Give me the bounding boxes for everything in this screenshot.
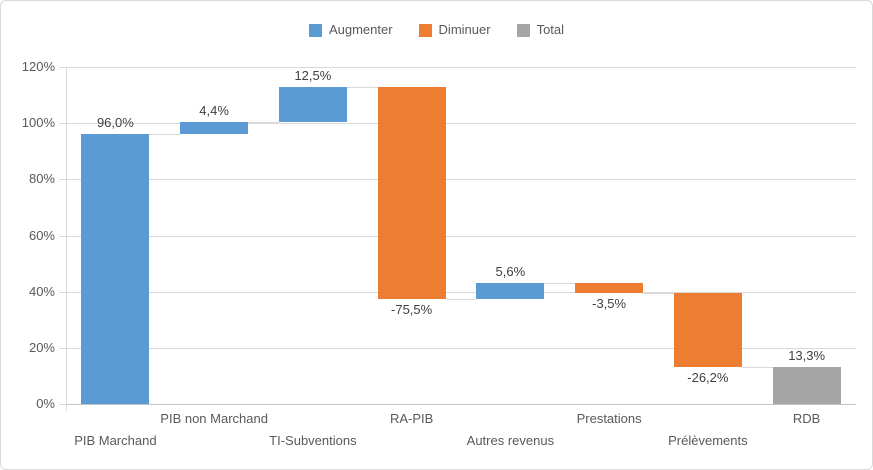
bar-pib-marchand[interactable]	[81, 134, 150, 404]
chart-legend: Augmenter Diminuer Total	[1, 21, 872, 39]
y-axis-tick	[59, 348, 66, 349]
connector-line	[643, 293, 674, 295]
bar-autres-revenus[interactable]	[476, 283, 545, 299]
category-label-pib-marchand: PIB Marchand	[74, 433, 157, 448]
value-label-autres-revenus: 5,6%	[495, 264, 526, 280]
legend-label-total: Total	[536, 22, 565, 37]
legend-item-augmenter[interactable]: Augmenter	[308, 22, 393, 38]
y-axis-tick-label: 40%	[28, 284, 55, 299]
legend-item-diminuer[interactable]: Diminuer	[418, 22, 491, 38]
gridline	[66, 67, 856, 68]
category-label-rdb: RDB	[792, 411, 821, 426]
y-axis-tick	[59, 236, 66, 237]
bar-rdb[interactable]	[772, 366, 841, 404]
y-axis-tick	[59, 67, 66, 68]
y-axis-tick-label: 80%	[28, 171, 55, 186]
connector-line	[346, 86, 378, 88]
connector-line	[544, 283, 576, 285]
gridline	[66, 404, 856, 405]
connector-line	[741, 366, 773, 368]
legend-swatch-total-icon	[516, 23, 530, 37]
legend-item-total[interactable]: Total	[516, 22, 565, 38]
value-label-pib-non-marchand: 4,4%	[199, 103, 229, 118]
legend-swatch-increase-icon	[308, 23, 322, 37]
gridline	[66, 292, 856, 293]
connector-line	[445, 299, 477, 300]
value-label-ra-pib: -75,5%	[391, 302, 433, 317]
category-label-ti-subventions: TI-Subventions	[269, 433, 357, 448]
y-axis-tick	[59, 123, 66, 124]
legend-swatch-decrease-icon	[418, 23, 432, 37]
category-label-ra-pib: RA-PIB	[389, 411, 434, 426]
connector-line	[149, 134, 181, 136]
legend-label-diminuer: Diminuer	[438, 22, 491, 37]
gridline	[66, 123, 856, 124]
y-axis-tick-label: 120%	[21, 59, 55, 74]
legend-label-augmenter: Augmenter	[328, 22, 393, 37]
y-axis-line	[66, 67, 67, 411]
value-label-ti-subventions: 12,5%	[294, 67, 332, 83]
bar-ti-subventions[interactable]	[278, 86, 347, 122]
value-label-pib-marchand: 96,0%	[96, 115, 134, 131]
bar-pib-non-marchand[interactable]	[180, 122, 249, 135]
y-axis-tick	[59, 179, 66, 180]
value-label-rdb: 13,3%	[788, 347, 826, 363]
bar-ra-pib[interactable]	[377, 86, 446, 299]
category-label-autres-revenus: Autres revenus	[466, 433, 555, 448]
y-axis-tick	[59, 292, 66, 293]
y-axis-tick-label: 0%	[36, 396, 55, 411]
gridline	[66, 179, 856, 180]
value-label-prestations: -3,5%	[592, 296, 627, 312]
y-axis-tick-label: 20%	[28, 340, 55, 355]
y-axis-tick-label: 60%	[28, 228, 55, 243]
value-label-prelevements: -26,2%	[687, 369, 729, 385]
category-label-prestations: Prestations	[576, 411, 642, 426]
bar-prelevements[interactable]	[673, 293, 742, 367]
category-label-pib-non-marchand: PIB non Marchand	[160, 411, 268, 426]
gridline	[66, 348, 856, 349]
category-label-prelevements: Prélèvements	[668, 433, 748, 448]
y-axis-tick-label: 100%	[21, 115, 55, 130]
bar-prestations[interactable]	[575, 283, 644, 293]
y-axis-tick	[59, 404, 66, 405]
connector-line	[248, 122, 279, 123]
gridline	[66, 236, 856, 237]
